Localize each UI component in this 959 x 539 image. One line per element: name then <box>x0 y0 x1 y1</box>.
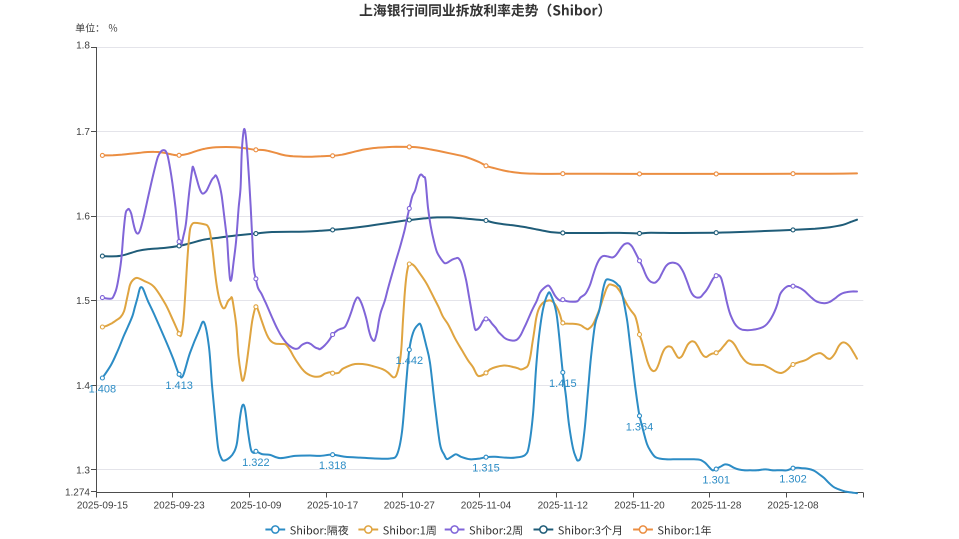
svg-text:1.315: 1.315 <box>472 463 500 475</box>
svg-text:2025-09-15: 2025-09-15 <box>77 501 129 512</box>
svg-text:2025-10-17: 2025-10-17 <box>307 501 359 512</box>
svg-text:1.4: 1.4 <box>76 381 90 392</box>
svg-text:2025-11-12: 2025-11-12 <box>538 501 589 512</box>
svg-text:2025-12-08: 2025-12-08 <box>767 501 819 512</box>
svg-text:1.442: 1.442 <box>396 355 424 367</box>
svg-text:1.364: 1.364 <box>626 421 654 433</box>
svg-text:2025-09-23: 2025-09-23 <box>154 501 206 512</box>
svg-text:1.302: 1.302 <box>779 474 807 486</box>
svg-text:1.415: 1.415 <box>549 378 577 390</box>
svg-text:1.5: 1.5 <box>76 296 90 307</box>
svg-text:1.3: 1.3 <box>76 465 90 476</box>
svg-text:2025-10-27: 2025-10-27 <box>384 501 436 512</box>
svg-text:1.274: 1.274 <box>65 487 90 498</box>
svg-text:1.413: 1.413 <box>165 380 193 392</box>
svg-text:2025-11-28: 2025-11-28 <box>691 501 742 512</box>
svg-text:2025-10-09: 2025-10-09 <box>230 501 282 512</box>
svg-text:1.301: 1.301 <box>702 475 730 487</box>
svg-text:2025-11-20: 2025-11-20 <box>614 501 665 512</box>
svg-text:1.408: 1.408 <box>89 384 117 396</box>
svg-text:1.318: 1.318 <box>319 460 347 472</box>
svg-text:1.8: 1.8 <box>76 40 90 51</box>
svg-text:1.7: 1.7 <box>76 127 90 138</box>
svg-text:1.6: 1.6 <box>76 212 90 223</box>
svg-text:1.322: 1.322 <box>242 457 270 469</box>
svg-text:2025-11-04: 2025-11-04 <box>461 501 512 512</box>
